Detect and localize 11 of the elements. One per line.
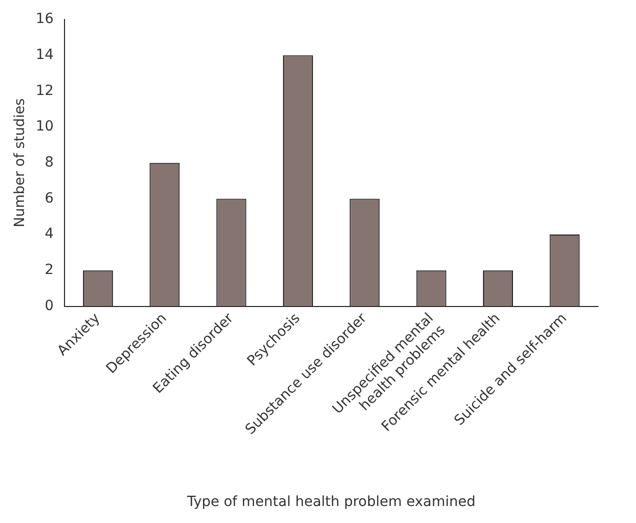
y-tick-label: 12	[36, 82, 54, 99]
y-tick-label: 0	[44, 298, 54, 314]
y-tick-label: 10	[36, 118, 54, 135]
y-tick-label: 6	[44, 190, 54, 206]
y-tick-label: 2	[44, 262, 54, 278]
y-axis-title: Number of studies	[12, 98, 28, 228]
y-tick-label: 4	[44, 226, 54, 242]
y-tick-label: 14	[36, 46, 54, 63]
y-tick-label: 16	[36, 11, 54, 28]
x-axis-title: Type of mental health problem examined	[186, 494, 476, 510]
y-tick-label: 8	[44, 154, 54, 170]
